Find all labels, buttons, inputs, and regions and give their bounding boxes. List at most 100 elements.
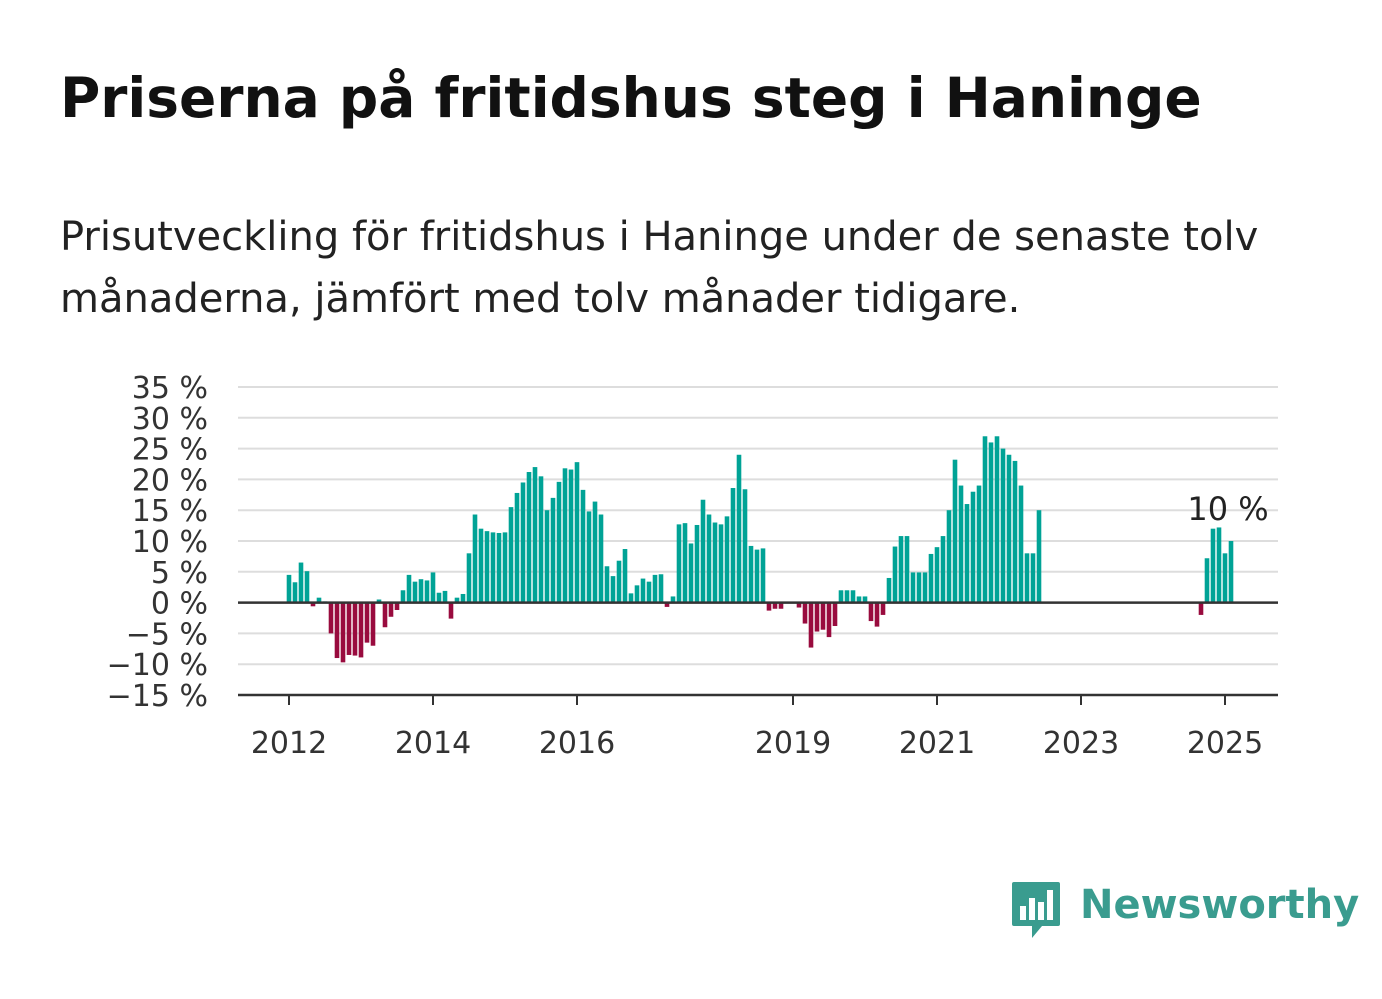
bar (538, 476, 544, 603)
bar (616, 560, 622, 603)
bar (352, 602, 358, 656)
bar (1018, 485, 1024, 603)
bar (1030, 553, 1036, 603)
bar (382, 602, 388, 628)
bar (370, 602, 376, 646)
bar (622, 549, 628, 603)
bar (952, 459, 958, 603)
bar (982, 436, 988, 603)
bar (316, 597, 322, 603)
bar (958, 485, 964, 603)
bar (730, 488, 736, 603)
bar (376, 599, 382, 603)
bar (640, 578, 646, 603)
bar (856, 596, 862, 603)
bar (874, 602, 880, 627)
bar (664, 602, 670, 607)
bar (808, 602, 814, 648)
bar (826, 602, 832, 638)
axes (238, 601, 1278, 705)
bar (862, 596, 868, 603)
bar (604, 566, 610, 603)
y-tick-label: 0 % (151, 587, 208, 622)
bar (766, 602, 772, 611)
bar (550, 497, 556, 603)
bar (610, 576, 616, 603)
bar (490, 532, 496, 603)
latest-value-annotation: 10 % (1187, 490, 1268, 528)
bar (460, 593, 466, 603)
bar (520, 482, 526, 603)
bar (922, 572, 928, 603)
bar (994, 436, 1000, 603)
bar (772, 602, 778, 609)
bar (430, 572, 436, 603)
bar (586, 511, 592, 603)
bar (574, 462, 580, 603)
bar (970, 491, 976, 603)
y-tick-label: 20 % (132, 463, 208, 498)
bar (742, 489, 748, 603)
bar (670, 596, 676, 603)
bar (1222, 553, 1228, 603)
bar (748, 545, 754, 603)
bar (844, 590, 850, 603)
bar (682, 523, 688, 603)
bar (358, 602, 364, 658)
bar (454, 597, 460, 603)
bar (502, 532, 508, 603)
y-tick-label: −15 % (107, 679, 208, 714)
bar (838, 590, 844, 603)
bar (1228, 541, 1234, 603)
bar (850, 590, 856, 603)
bar (334, 602, 340, 659)
bar (634, 585, 640, 603)
bar (1198, 602, 1204, 615)
bar (1216, 527, 1222, 603)
bar (964, 504, 970, 603)
y-tick-label: 30 % (132, 402, 208, 437)
bar (484, 531, 490, 603)
bar (652, 574, 658, 603)
bar (754, 549, 760, 603)
y-tick-label: 35 % (132, 371, 208, 406)
bar (1024, 553, 1030, 603)
bar (310, 602, 316, 607)
bar (802, 602, 808, 624)
bar (346, 602, 352, 655)
bar (466, 553, 472, 603)
bar (1006, 454, 1012, 603)
bar (580, 489, 586, 603)
x-tick-label: 2016 (539, 726, 615, 761)
bar (628, 593, 634, 603)
bar (898, 536, 904, 603)
bar (1036, 510, 1042, 603)
bar (400, 590, 406, 603)
bar (406, 574, 412, 603)
bar (532, 467, 538, 603)
bar (364, 602, 370, 643)
bar (832, 602, 838, 627)
y-tick-label: −10 % (107, 648, 208, 683)
x-tick-label: 2012 (251, 726, 327, 761)
tick-labels: −15 %−10 %−5 %0 %5 %10 %15 %20 %25 %30 %… (107, 371, 1264, 761)
bars (286, 436, 1234, 663)
bar (988, 442, 994, 603)
bar (472, 514, 478, 603)
bar (292, 582, 298, 603)
bar (388, 602, 394, 617)
bar (712, 522, 718, 603)
brand-name: Newsworthy (1080, 882, 1360, 928)
y-tick-label: 25 % (132, 433, 208, 468)
bar (940, 536, 946, 603)
bar (526, 472, 532, 603)
chart-subtitle: Prisutveckling för fritidshus i Haninge … (60, 214, 1259, 322)
bar (496, 532, 502, 603)
bar (1210, 528, 1216, 603)
bar (934, 547, 940, 603)
bar (598, 514, 604, 603)
bar (880, 602, 886, 615)
x-tick-label: 2021 (899, 726, 975, 761)
bar (658, 574, 664, 603)
bar (1012, 460, 1018, 603)
